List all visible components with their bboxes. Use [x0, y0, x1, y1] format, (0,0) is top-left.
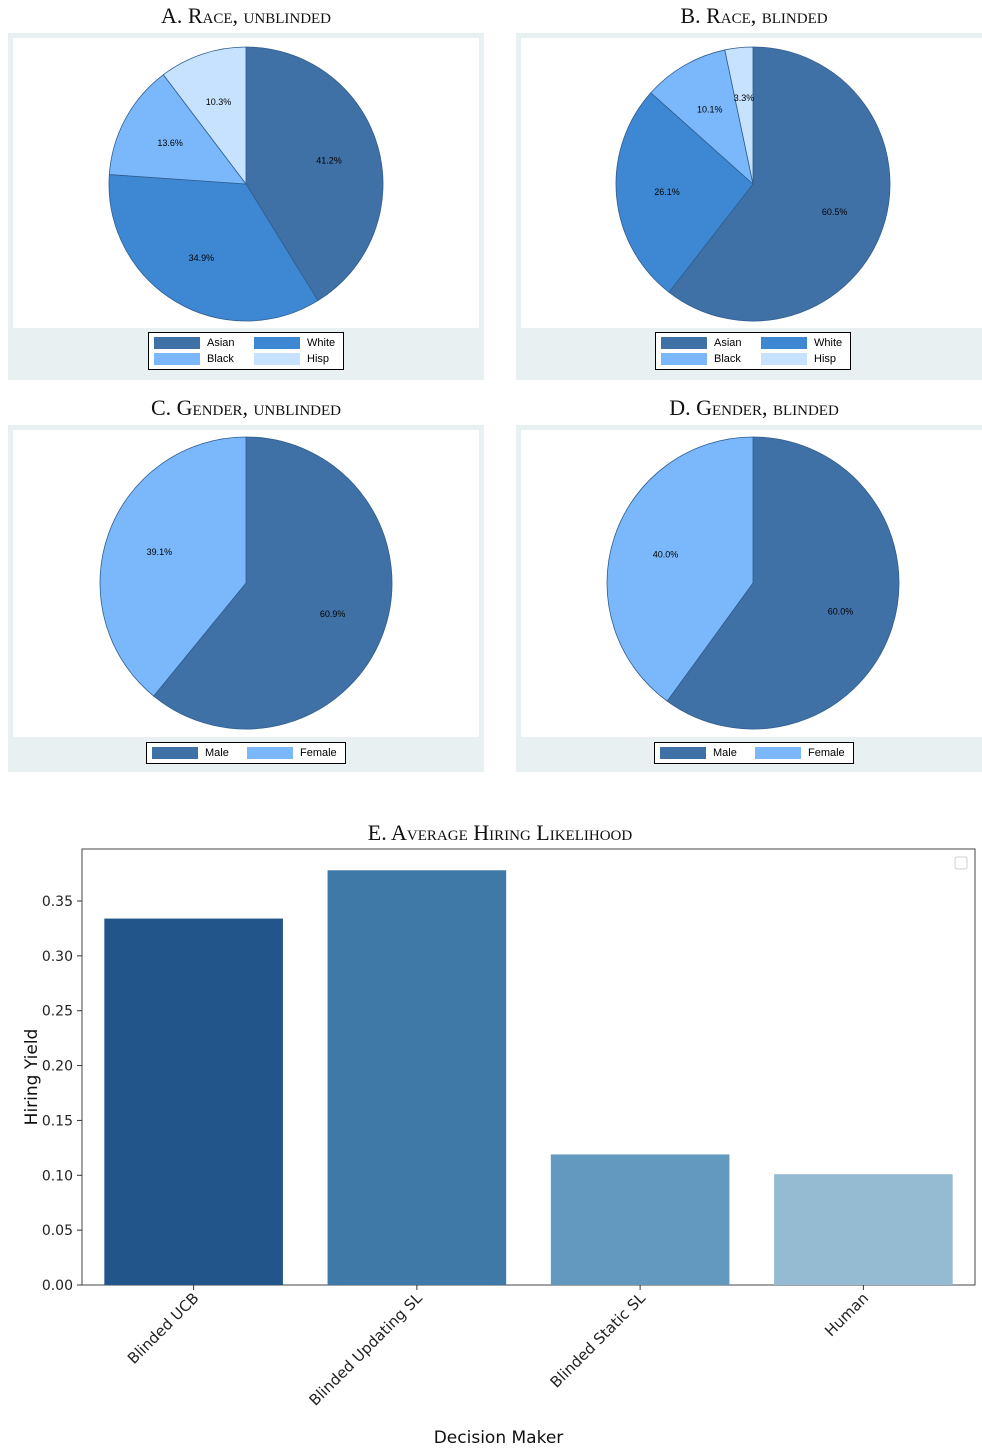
pie-slice-male: [153, 436, 393, 730]
pie-slice-label-male: 60.0%: [828, 606, 854, 616]
legend-swatch-male: [152, 747, 198, 759]
pie-slice-label-female: 39.1%: [147, 547, 173, 557]
legend-label-female: Female: [300, 747, 337, 759]
y-axis-label: Hiring Yield: [22, 1029, 42, 1126]
pie-slice-label-black: 10.1%: [697, 104, 723, 114]
legend-race-blinded: Asian White Black Hisp: [655, 332, 851, 370]
legend-swatch-white: [254, 337, 300, 349]
legend-swatch-hisp: [254, 353, 300, 365]
pie-slice-label-black: 13.6%: [157, 138, 183, 148]
pie-slice-white: [108, 174, 319, 322]
legend-swatch-black: [661, 353, 707, 365]
pie-slice-asian: [245, 46, 384, 302]
bar-blinded-static-sl: [550, 1154, 730, 1285]
pie-slice-label-female: 40.0%: [653, 550, 679, 560]
legend-swatch-male: [660, 747, 706, 759]
legend-swatch-female: [247, 747, 293, 759]
pie-slice-label-white: 34.9%: [189, 253, 215, 263]
x-axis-label: Decision Maker: [434, 1428, 564, 1448]
pie-slice-label-hisp: 10.3%: [206, 97, 232, 107]
bar-blinded-ucb: [104, 918, 283, 1285]
pie-slice-label-male: 60.9%: [320, 609, 346, 619]
legend-swatch-white: [761, 337, 807, 349]
bar-chart-hiring-yield: 0.00 0.05 0.10 0.15 0.20 0.25 0.30 0.35 Blinded …: [22, 848, 976, 1448]
legend-label-black: Black: [207, 353, 234, 365]
pie-slice-female: [606, 436, 754, 702]
legend-label-white: White: [814, 337, 843, 349]
pie-slice-hisp: [162, 46, 247, 186]
pie-slice-label-hisp: 3.3%: [734, 93, 755, 103]
x-tick-label-blinded-updating-sl: Blinded Updating SL: [305, 1289, 426, 1410]
y-tick-label: 0.20: [42, 1059, 73, 1075]
y-tick-label: 0.00: [42, 1278, 73, 1294]
pie-slice-hisp: [724, 46, 754, 185]
legend-label-hisp: Hisp: [814, 353, 837, 365]
panel-c-title: C. Gender, unblinded: [150, 395, 342, 420]
pie-chart-race-blinded: 60.5% 26.1% 10.1% 3.3%: [615, 46, 891, 322]
legend-label-asian: Asian: [714, 337, 742, 349]
x-tick-label-human: Human: [821, 1289, 872, 1340]
legend-swatch-hisp: [761, 353, 807, 365]
pie-slice-male: [666, 436, 900, 730]
pie-slice-asian: [668, 46, 891, 322]
legend-race-unblinded: Asian White Black Hisp: [148, 332, 344, 370]
legend-label-hisp: Hisp: [307, 353, 330, 365]
legend-label-male: Male: [713, 747, 737, 759]
pie-chart-gender-blinded: 60.0% 40.0%: [606, 436, 900, 730]
panel-d-title: D. Gender, blinded: [669, 395, 839, 420]
legend-label-asian: Asian: [207, 337, 235, 349]
legend-label-black: Black: [714, 353, 741, 365]
pie-slice-female: [99, 436, 247, 697]
legend-swatch-black: [154, 353, 200, 365]
pie-slice-label-asian: 60.5%: [822, 207, 848, 217]
pie-chart-race-unblinded: 41.2% 34.9% 13.6% 10.3%: [108, 46, 384, 322]
panel-a-title: A. Race, unblinded: [160, 3, 332, 28]
y-tick-label: 0.10: [42, 1168, 73, 1184]
x-tick-label-blinded-ucb: Blinded UCB: [124, 1289, 202, 1367]
pie-slice-black: [108, 74, 247, 185]
pie-slice-black: [650, 49, 754, 186]
pie-slice-white: [615, 92, 754, 293]
legend-swatch-female: [755, 747, 801, 759]
y-tick-label: 0.15: [42, 1113, 73, 1129]
pie-chart-gender-unblinded: 60.9% 39.1%: [99, 436, 393, 730]
legend-gender-unblinded: Male Female: [146, 742, 346, 764]
y-tick-label: 0.05: [42, 1223, 73, 1239]
empty-legend-box: [954, 856, 968, 870]
legend-label-female: Female: [808, 747, 845, 759]
legend-gender-blinded: Male Female: [654, 742, 854, 764]
y-tick-label: 0.25: [42, 1004, 73, 1020]
y-tick-label: 0.30: [42, 949, 73, 965]
pie-slice-label-white: 26.1%: [654, 187, 680, 197]
bar-chart-title: E. Average Hiring Likelihood: [367, 820, 633, 845]
legend-swatch-asian: [154, 337, 200, 349]
bar-human: [774, 1174, 953, 1285]
legend-label-white: White: [307, 337, 336, 349]
legend-swatch-asian: [661, 337, 707, 349]
pie-slice-label-asian: 41.2%: [316, 155, 342, 165]
y-tick-label: 0.35: [42, 894, 73, 910]
legend-label-male: Male: [205, 747, 229, 759]
bar-blinded-updating-sl: [327, 870, 507, 1285]
panel-b-title: B. Race, blinded: [680, 3, 828, 28]
x-tick-label-blinded-static-sl: Blinded Static SL: [547, 1289, 650, 1392]
